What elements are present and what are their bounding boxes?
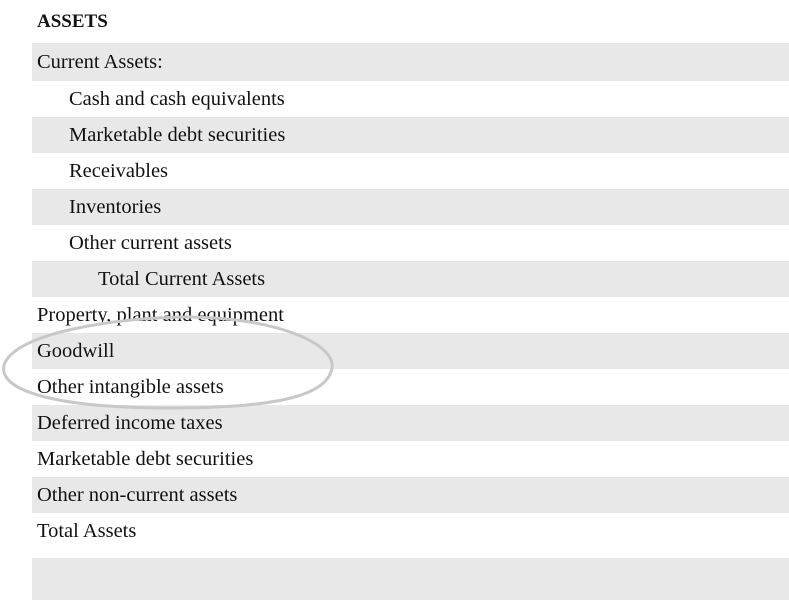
row-total-assets: Total Assets [37,520,137,542]
spacer [32,549,789,558]
section-heading-assets: ASSETS [37,11,108,32]
row-total-current-assets: Total Current Assets [32,261,789,297]
row-marketable-debt-securities-current: Marketable debt securities [32,117,789,153]
row-marketable-debt-securities-noncurrent: Marketable debt securities [37,448,254,470]
row-cash-and-cash-equivalents: Cash and cash equivalents [69,88,285,110]
row-other-non-current-assets: Other non-current assets [32,477,789,513]
empty-shaded-row [32,558,789,600]
row-receivables: Receivables [69,160,169,182]
row-inventories: Inventories [32,189,789,225]
row-property-plant-equipment: Property, plant and equipment [37,304,284,326]
row-other-intangible-assets: Other intangible assets [37,376,224,398]
row-deferred-income-taxes: Deferred income taxes [32,405,789,441]
row-goodwill: Goodwill [32,333,789,369]
row-current-assets-header: Current Assets: [32,43,789,81]
row-other-current-assets: Other current assets [69,232,232,254]
balance-sheet: ASSETS Current Assets: Cash and cash equ… [32,0,789,600]
